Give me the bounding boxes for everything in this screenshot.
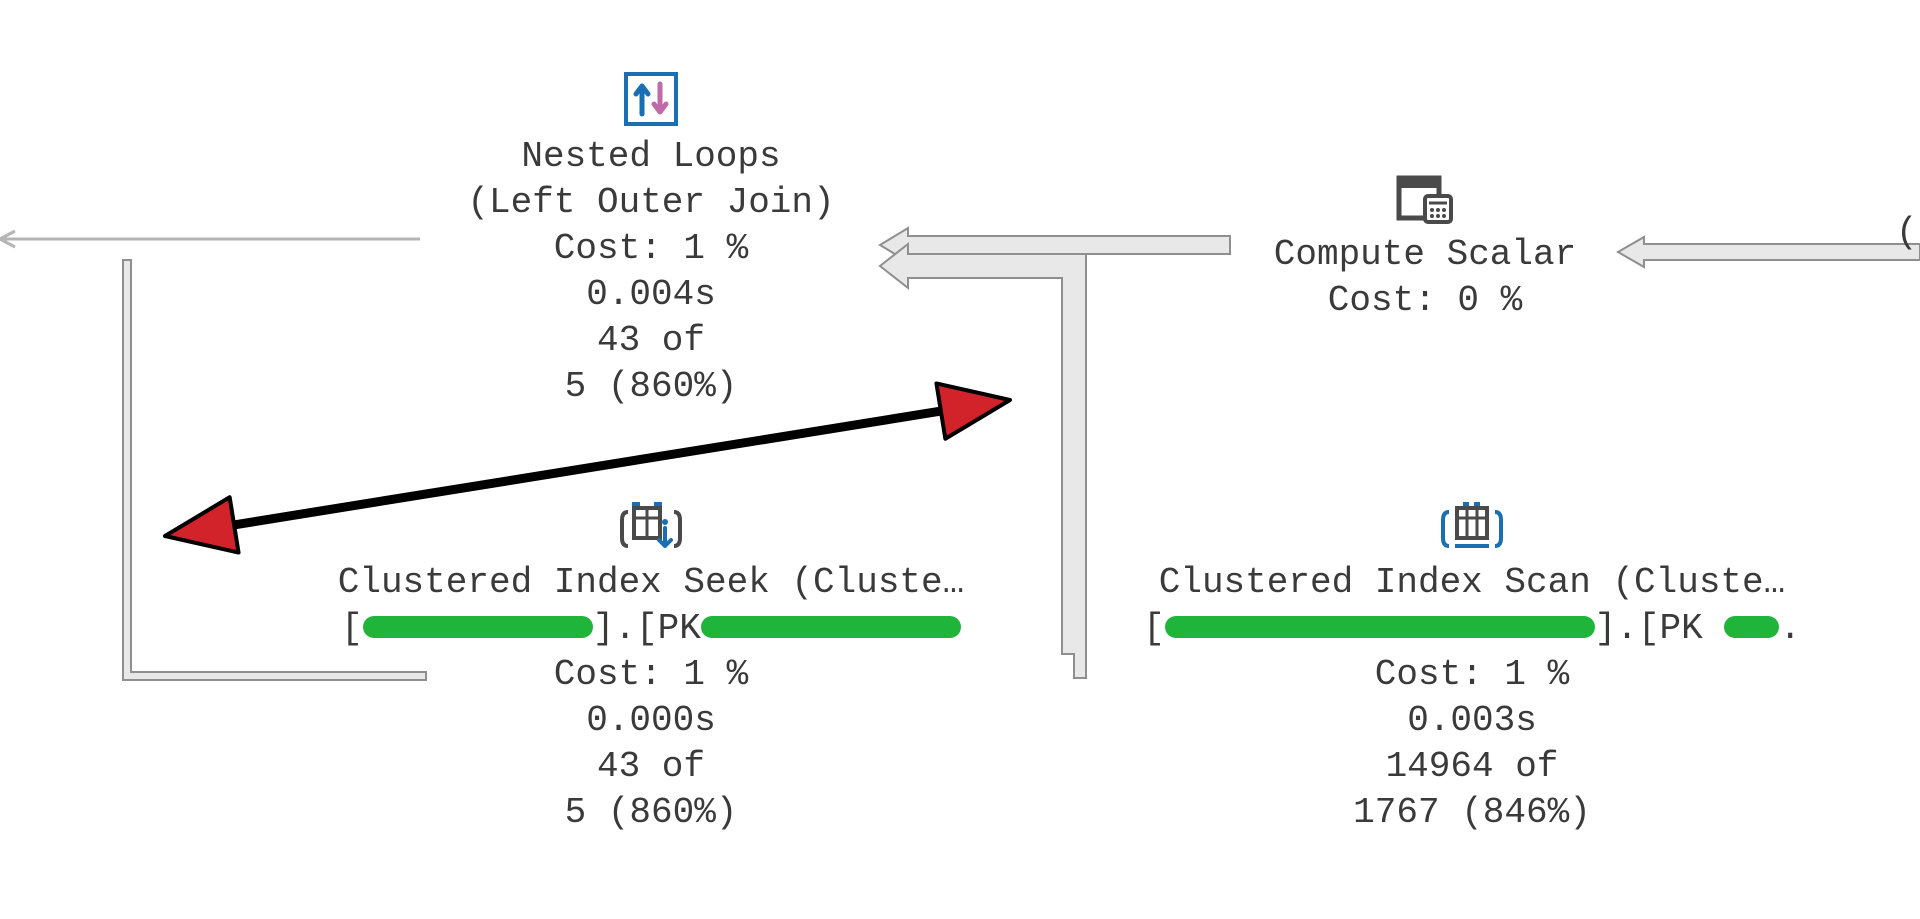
redacted-text	[363, 616, 593, 638]
connector-compute-to-nested	[880, 228, 1230, 262]
obj-prefix: [	[1143, 608, 1165, 649]
node-index-seek[interactable]: Clustered Index Seek (Cluste… [ ].[PK Cos…	[336, 498, 966, 836]
obj-mid: ].[PK	[593, 608, 701, 649]
node-cost: Cost: 0 %	[1230, 278, 1620, 324]
node-time: 0.003s	[1092, 698, 1852, 744]
index-seek-icon	[618, 498, 684, 554]
redacted-text	[701, 616, 961, 638]
node-cost: Cost: 1 %	[1092, 652, 1852, 698]
redacted-text	[1724, 616, 1779, 638]
node-time: 0.000s	[336, 698, 966, 744]
node-nested-loops[interactable]: Nested Loops (Left Outer Join) Cost: 1 %…	[420, 70, 882, 410]
node-cost: Cost: 1 %	[336, 652, 966, 698]
obj-suffix: .	[1779, 608, 1801, 649]
redacted-text	[1165, 616, 1595, 638]
truncated-node-right: (	[1896, 210, 1920, 256]
node-rows-of: 43 of	[336, 744, 966, 790]
node-title: Nested Loops	[420, 134, 882, 180]
node-compute-scalar[interactable]: Compute Scalar Cost: 0 %	[1230, 170, 1620, 324]
node-rows-est: 5 (860%)	[336, 790, 966, 836]
node-index-scan[interactable]: Clustered Index Scan (Cluste… [ ].[PK . C…	[1092, 498, 1852, 836]
node-title: Compute Scalar	[1230, 232, 1620, 278]
paren: (	[1896, 212, 1918, 253]
node-rows-of: 43 of	[420, 318, 882, 364]
node-title: Clustered Index Seek (Cluste…	[336, 560, 966, 606]
node-object: [ ].[PK	[336, 606, 966, 652]
node-object: [ ].[PK .	[1092, 606, 1852, 652]
nested-loops-icon	[622, 70, 680, 128]
node-time: 0.004s	[420, 272, 882, 318]
obj-prefix: [	[341, 608, 363, 649]
obj-mid: ].[PK	[1595, 608, 1703, 649]
node-rows-est: 5 (860%)	[420, 364, 882, 410]
node-cost: Cost: 1 %	[420, 226, 882, 272]
connector-nested-to-left	[0, 231, 420, 247]
node-title: Clustered Index Scan (Cluste…	[1092, 560, 1852, 606]
compute-scalar-icon	[1393, 170, 1457, 226]
index-scan-icon	[1439, 498, 1505, 554]
node-subtitle: (Left Outer Join)	[420, 180, 882, 226]
node-rows-est: 1767 (846%)	[1092, 790, 1852, 836]
connector-right-to-compute	[1618, 237, 1920, 267]
execution-plan-canvas: Nested Loops (Left Outer Join) Cost: 1 %…	[0, 0, 1920, 919]
node-rows-of: 14964 of	[1092, 744, 1852, 790]
